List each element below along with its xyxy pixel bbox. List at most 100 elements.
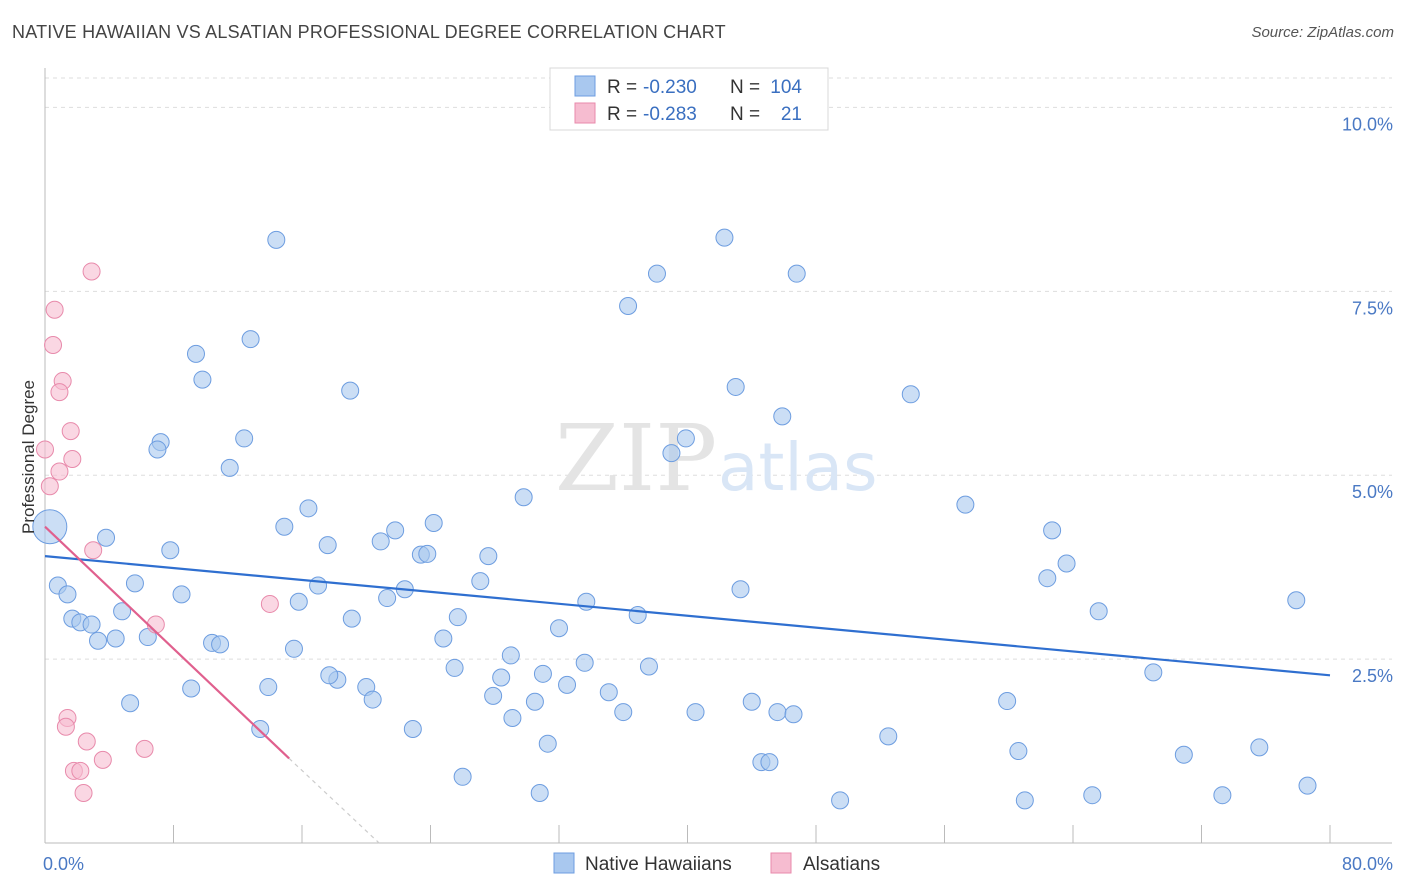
trend-line-alsatians-extension bbox=[288, 757, 380, 844]
watermark-atlas: atlas bbox=[718, 429, 878, 506]
point-native-hawaiians bbox=[89, 631, 108, 650]
point-native-hawaiians bbox=[742, 692, 761, 711]
trend-line-alsatians bbox=[44, 525, 290, 760]
y-tick-label: 7.5% bbox=[1352, 298, 1393, 318]
legend-swatch-pink bbox=[574, 102, 596, 124]
point-native-hawaiians bbox=[259, 678, 278, 697]
point-alsatians bbox=[74, 783, 93, 802]
legend-r-value-2: -0.283 bbox=[643, 104, 697, 125]
points-native-hawaiians bbox=[32, 228, 1317, 810]
point-native-hawaiians bbox=[1057, 554, 1076, 573]
point-native-hawaiians bbox=[320, 666, 339, 685]
point-native-hawaiians bbox=[1213, 786, 1232, 805]
point-alsatians bbox=[93, 750, 112, 769]
point-native-hawaiians bbox=[148, 440, 167, 459]
point-native-hawaiians bbox=[533, 664, 552, 683]
point-native-hawaiians bbox=[1009, 742, 1028, 761]
point-native-hawaiians bbox=[879, 727, 898, 746]
point-alsatians bbox=[77, 732, 96, 751]
point-native-hawaiians bbox=[639, 657, 658, 676]
point-native-hawaiians bbox=[193, 370, 212, 389]
trend-layer bbox=[44, 525, 1331, 844]
legend-n-label-2: N = bbox=[730, 104, 760, 125]
point-native-hawaiians bbox=[558, 675, 577, 694]
point-native-hawaiians bbox=[1083, 786, 1102, 805]
point-native-hawaiians bbox=[662, 444, 681, 463]
point-native-hawaiians bbox=[32, 509, 68, 545]
grid-layer bbox=[45, 77, 1392, 660]
point-native-hawaiians bbox=[998, 692, 1017, 711]
point-native-hawaiians bbox=[1043, 521, 1062, 540]
point-native-hawaiians bbox=[284, 639, 303, 658]
point-native-hawaiians bbox=[1174, 745, 1193, 764]
point-native-hawaiians bbox=[113, 602, 132, 621]
point-native-hawaiians bbox=[241, 330, 260, 349]
y-tick-label: 10.0% bbox=[1342, 114, 1393, 134]
point-native-hawaiians bbox=[760, 753, 779, 772]
watermark: ZIP atlas bbox=[555, 405, 878, 512]
point-native-hawaiians bbox=[125, 574, 144, 593]
point-native-hawaiians bbox=[726, 377, 745, 396]
point-native-hawaiians bbox=[575, 653, 594, 672]
point-alsatians bbox=[45, 300, 64, 319]
point-alsatians bbox=[61, 422, 80, 441]
point-native-hawaiians bbox=[647, 264, 666, 283]
point-native-hawaiians bbox=[434, 629, 453, 648]
point-native-hawaiians bbox=[503, 708, 522, 727]
point-native-hawaiians bbox=[619, 297, 638, 316]
y-tick-label: 2.5% bbox=[1352, 666, 1393, 686]
legend-r-value-1: -0.230 bbox=[643, 77, 697, 98]
trend-line-native-hawaiians bbox=[44, 555, 1331, 677]
point-native-hawaiians bbox=[550, 619, 568, 638]
point-native-hawaiians bbox=[1015, 791, 1034, 810]
point-native-hawaiians bbox=[628, 605, 647, 624]
point-native-hawaiians bbox=[235, 429, 254, 448]
bottom-legend-swatch-blue bbox=[553, 852, 575, 874]
point-native-hawaiians bbox=[97, 528, 116, 547]
point-native-hawaiians bbox=[479, 547, 498, 566]
point-native-hawaiians bbox=[341, 381, 360, 400]
y-tick-label: 5.0% bbox=[1352, 482, 1393, 502]
point-native-hawaiians bbox=[418, 544, 437, 563]
point-alsatians bbox=[84, 541, 103, 560]
point-native-hawaiians bbox=[378, 589, 397, 608]
point-native-hawaiians bbox=[172, 585, 191, 604]
point-alsatians bbox=[82, 262, 101, 281]
chart-title: NATIVE HAWAIIAN VS ALSATIAN PROFESSIONAL… bbox=[12, 22, 726, 42]
point-native-hawaiians bbox=[614, 703, 633, 722]
point-native-hawaiians bbox=[251, 719, 270, 738]
point-alsatians bbox=[63, 450, 82, 469]
point-native-hawaiians bbox=[492, 668, 511, 687]
point-native-hawaiians bbox=[471, 572, 490, 591]
point-alsatians bbox=[260, 594, 279, 613]
point-native-hawaiians bbox=[211, 635, 230, 654]
watermark-zip: ZIP bbox=[555, 405, 717, 512]
point-native-hawaiians bbox=[445, 658, 464, 677]
point-native-hawaiians bbox=[424, 514, 443, 533]
point-native-hawaiians bbox=[106, 629, 125, 648]
point-native-hawaiians bbox=[289, 592, 308, 611]
point-native-hawaiians bbox=[731, 580, 750, 599]
point-alsatians bbox=[56, 717, 75, 736]
point-native-hawaiians bbox=[121, 694, 140, 713]
y-axis-label: Professional Degree bbox=[19, 380, 38, 534]
point-alsatians bbox=[44, 336, 63, 355]
point-native-hawaiians bbox=[530, 783, 549, 802]
points-alsatians bbox=[36, 262, 279, 802]
point-native-hawaiians bbox=[831, 791, 850, 810]
point-native-hawaiians bbox=[1038, 569, 1057, 588]
point-native-hawaiians bbox=[1298, 776, 1317, 795]
point-alsatians bbox=[71, 761, 90, 780]
point-native-hawaiians bbox=[514, 488, 533, 507]
point-native-hawaiians bbox=[267, 230, 286, 249]
point-alsatians bbox=[50, 462, 69, 481]
bottom-legend-native-hawaiians: Native Hawaiians bbox=[585, 854, 732, 875]
bottom-legend: Native Hawaiians Alsatians bbox=[553, 852, 880, 875]
point-native-hawaiians bbox=[220, 458, 239, 477]
legend-n-value-1: 104 bbox=[770, 77, 802, 98]
point-native-hawaiians bbox=[453, 767, 472, 786]
legend-swatch-blue bbox=[574, 75, 596, 97]
bottom-legend-swatch-pink bbox=[770, 852, 792, 874]
legend-r-label-2: R = bbox=[607, 104, 637, 125]
